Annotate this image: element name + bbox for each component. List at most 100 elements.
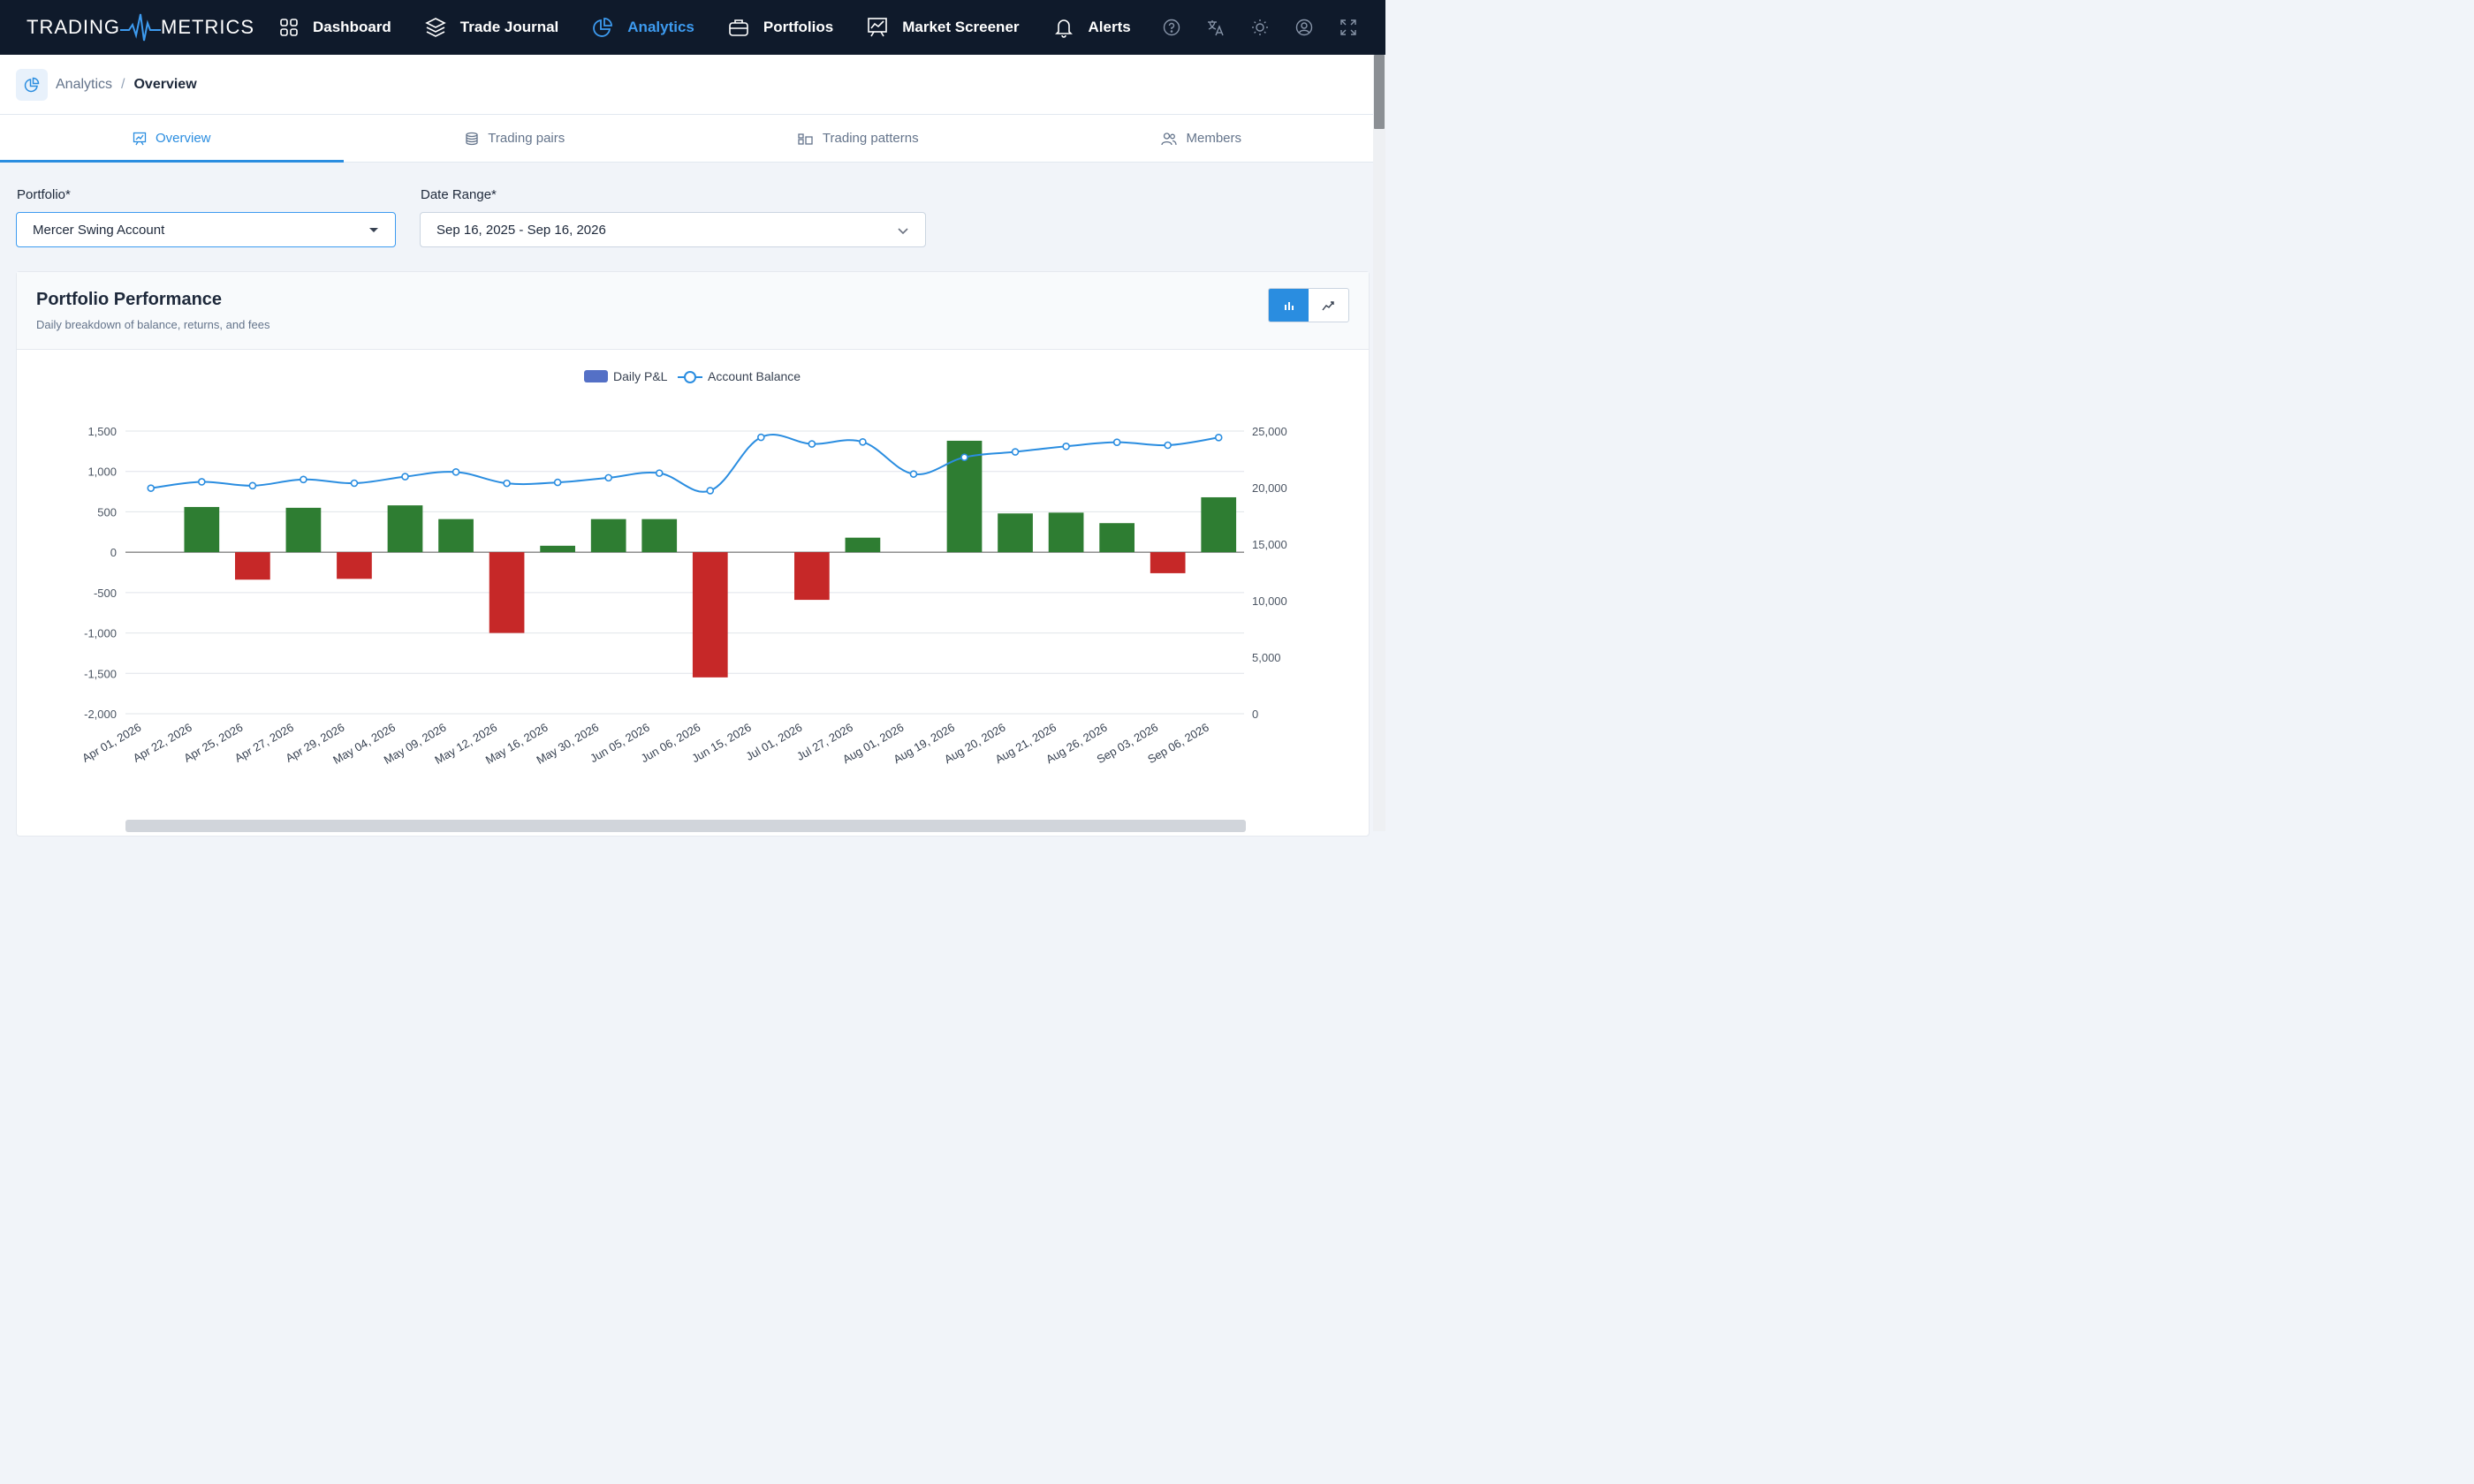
nav-item-analytics[interactable]: Analytics bbox=[592, 0, 694, 55]
pnl-bar bbox=[692, 552, 728, 678]
y-right-tick-label: 15,000 bbox=[1252, 538, 1287, 551]
portfolio-select[interactable]: Mercer Swing Account bbox=[16, 212, 396, 247]
chevron-down-icon bbox=[898, 228, 908, 235]
tab-trading-pairs[interactable]: Trading pairs bbox=[344, 115, 687, 162]
presentation-chart-icon bbox=[868, 18, 888, 37]
app-logo[interactable]: TRADING METRICS bbox=[27, 12, 254, 42]
y-left-tick-label: 1,500 bbox=[87, 425, 117, 438]
balance-point bbox=[706, 487, 715, 495]
line-chart-button[interactable] bbox=[1309, 289, 1348, 322]
balance-line bbox=[147, 433, 1223, 495]
balance-point bbox=[604, 473, 612, 482]
card-subtitle: Daily breakdown of balance, returns, and… bbox=[36, 318, 270, 331]
page-scrollbar[interactable] bbox=[1373, 55, 1385, 831]
help-button[interactable] bbox=[1161, 17, 1182, 38]
analytics-tabs: Overview Trading pairs Trading patterns … bbox=[0, 115, 1373, 163]
nav-label: Dashboard bbox=[313, 19, 391, 35]
portfolio-select-value: Mercer Swing Account bbox=[33, 222, 165, 238]
balance-point bbox=[401, 473, 409, 481]
balance-point bbox=[452, 468, 460, 476]
balance-point bbox=[300, 475, 307, 484]
layers-icon bbox=[425, 18, 446, 37]
nav-item-dashboard[interactable]: Dashboard bbox=[279, 0, 391, 55]
users-icon bbox=[1161, 132, 1178, 145]
fullscreen-button[interactable] bbox=[1338, 17, 1359, 38]
pnl-bar bbox=[337, 552, 372, 579]
pnl-bar bbox=[998, 513, 1033, 553]
pnl-bar bbox=[641, 519, 678, 553]
balance-point bbox=[1164, 441, 1172, 450]
performance-chart: 1,500 1,000 500 0 -500 -1,000 -1,500 -2,000 25,0… bbox=[80, 369, 1286, 767]
balance-point bbox=[1112, 438, 1121, 446]
balance-point bbox=[757, 433, 765, 442]
bar-chart-icon bbox=[1284, 301, 1294, 310]
pie-chart-icon bbox=[24, 77, 40, 92]
nav-label: Analytics bbox=[627, 19, 694, 35]
balance-line-path bbox=[150, 434, 1219, 493]
balance-point bbox=[909, 470, 918, 478]
pnl-bar bbox=[184, 506, 220, 553]
pnl-bar bbox=[1201, 496, 1237, 553]
pnl-bar bbox=[845, 537, 881, 553]
language-button[interactable] bbox=[1205, 17, 1226, 38]
balance-point bbox=[147, 484, 156, 492]
pnl-bar bbox=[235, 552, 270, 580]
translate-icon bbox=[1208, 20, 1224, 36]
y-right-tick-label: 0 bbox=[1252, 708, 1258, 721]
y-right-tick-label: 10,000 bbox=[1252, 594, 1287, 608]
pnl-bar bbox=[489, 552, 525, 633]
caret-down-icon bbox=[369, 228, 378, 232]
pnl-bar bbox=[794, 552, 830, 601]
chart-axes: 1,500 1,000 500 0 -500 -1,000 -1,500 -2,000 25,0… bbox=[80, 425, 1286, 767]
balance-point bbox=[198, 478, 206, 486]
breadcrumb-parent[interactable]: Analytics bbox=[56, 76, 113, 92]
profile-button[interactable] bbox=[1294, 17, 1315, 38]
nav-label: Market Screener bbox=[902, 19, 1020, 35]
user-icon bbox=[1295, 19, 1313, 36]
breadcrumb-separator: / bbox=[121, 76, 125, 92]
tab-label: Overview bbox=[155, 131, 211, 146]
y-left-tick-label: 0 bbox=[110, 546, 117, 559]
y-right-tick-label: 25,000 bbox=[1252, 425, 1287, 438]
chart-legend: Daily P&L Account Balance bbox=[584, 369, 801, 383]
date-range-select[interactable]: Sep 16, 2025 - Sep 16, 2026 bbox=[420, 212, 926, 247]
breadcrumb-icon-box bbox=[16, 68, 48, 101]
pnl-bar bbox=[590, 519, 626, 553]
nav-item-trade-journal[interactable]: Trade Journal bbox=[425, 0, 558, 55]
nav-item-alerts[interactable]: Alerts bbox=[1053, 0, 1131, 55]
legend-label-balance: Account Balance bbox=[708, 369, 801, 383]
balance-point bbox=[1214, 433, 1223, 442]
tab-overview[interactable]: Overview bbox=[0, 115, 344, 163]
balance-point bbox=[503, 479, 511, 488]
tab-members[interactable]: Members bbox=[1030, 115, 1374, 162]
chart-grid bbox=[125, 430, 1244, 715]
card-header: Portfolio Performance Daily breakdown of… bbox=[17, 272, 1369, 350]
balance-point bbox=[655, 469, 664, 477]
pnl-bar bbox=[387, 505, 423, 553]
page-scrollbar-thumb[interactable] bbox=[1374, 55, 1385, 129]
breadcrumb: Analytics / Overview bbox=[0, 55, 1373, 115]
nav-item-market-screener[interactable]: Market Screener bbox=[867, 0, 1020, 55]
chart-zoom-slider[interactable] bbox=[125, 820, 1246, 832]
tab-trading-patterns[interactable]: Trading patterns bbox=[687, 115, 1030, 162]
pnl-bar bbox=[285, 507, 322, 553]
bar-chart-button[interactable] bbox=[1269, 289, 1309, 322]
grid-icon bbox=[280, 19, 298, 36]
y-right-tick-label: 5,000 bbox=[1252, 651, 1281, 664]
legend-swatch-pnl bbox=[584, 370, 608, 382]
logo-text-right: METRICS bbox=[161, 16, 254, 38]
nav-tools bbox=[1138, 0, 1359, 55]
balance-point bbox=[248, 481, 257, 490]
sun-icon bbox=[1252, 19, 1268, 35]
database-icon bbox=[466, 132, 478, 145]
theme-toggle[interactable] bbox=[1249, 17, 1271, 38]
y-left-tick-label: 1,000 bbox=[87, 466, 117, 479]
nav-item-portfolios[interactable]: Portfolios bbox=[728, 0, 833, 55]
bell-icon bbox=[1054, 19, 1073, 38]
balance-point bbox=[960, 453, 968, 461]
portfolio-label: Portfolio* bbox=[17, 187, 71, 202]
y-left-tick-label: -1,500 bbox=[84, 667, 117, 680]
nav-label: Trade Journal bbox=[459, 19, 559, 35]
breadcrumb-current: Overview bbox=[133, 76, 197, 92]
y-left-tick-label: -1,000 bbox=[84, 627, 117, 640]
